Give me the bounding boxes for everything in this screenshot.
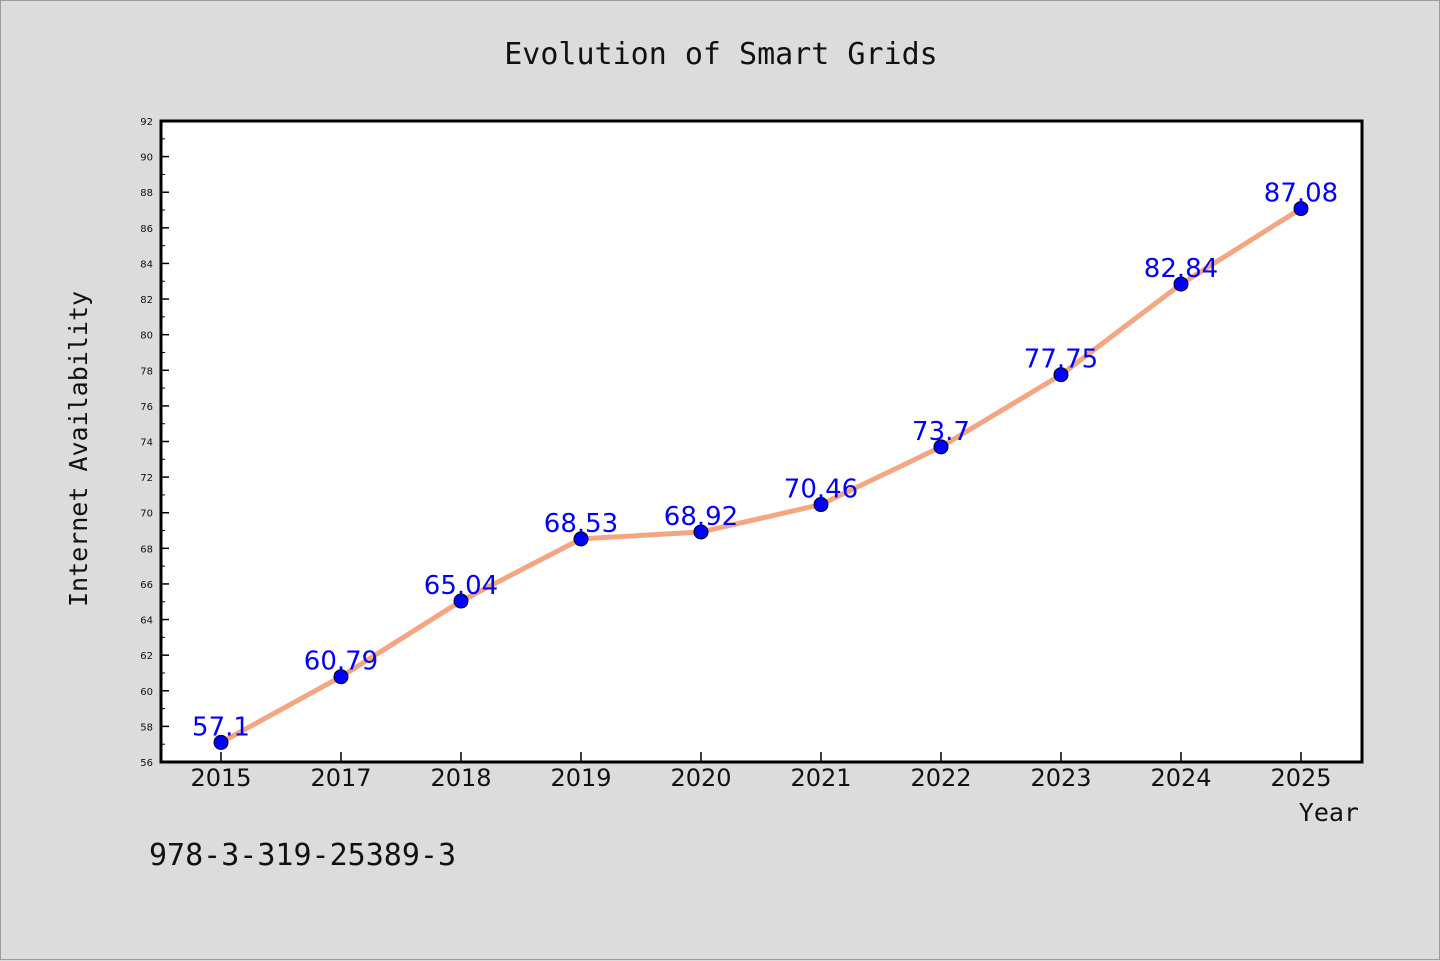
y-tick-label: 72 — [140, 473, 153, 484]
y-tick-label: 66 — [140, 580, 153, 591]
chart-title: Evolution of Smart Grids — [504, 37, 937, 72]
data-label: 73.7 — [912, 417, 970, 447]
y-tick-label: 62 — [140, 651, 153, 662]
y-tick-label: 68 — [140, 544, 153, 555]
data-labels-group: 57.1 60.79 65.04 68.53 68.92 70.46 73.7 77.75 82… — [192, 179, 1338, 743]
y-tick-label: 92 — [140, 117, 153, 128]
data-point — [1173, 276, 1189, 292]
isbn-annotation: 978-3-319-25389-3 — [149, 838, 456, 873]
x-tick-label: 2023 — [1030, 764, 1091, 792]
y-tick-label: 70 — [140, 509, 153, 520]
data-point — [813, 497, 829, 513]
data-label: 65.04 — [424, 571, 498, 601]
x-tick-label: 2020 — [670, 764, 731, 792]
y-tick-label: 90 — [140, 153, 153, 164]
data-point — [933, 439, 949, 455]
data-label: 70.46 — [784, 475, 858, 505]
y-tick-label: 80 — [140, 331, 153, 342]
y-tick-label: 56 — [140, 758, 153, 769]
y-tick-label: 60 — [140, 687, 153, 698]
x-tick-label: 2017 — [310, 764, 371, 792]
data-point — [333, 669, 349, 685]
x-tick-label: 2015 — [190, 764, 251, 792]
x-axis-label: Year — [1299, 798, 1359, 827]
series-group — [213, 201, 1309, 750]
data-label: 82.84 — [1144, 254, 1218, 284]
data-point — [693, 524, 709, 540]
y-tick-label: 78 — [140, 366, 153, 377]
data-label: 68.92 — [664, 502, 738, 532]
y-tick-label: 64 — [140, 616, 153, 627]
data-point — [573, 531, 589, 547]
y-tick-label: 76 — [140, 402, 153, 413]
y-tick-label: 82 — [140, 295, 153, 306]
x-tick-label: 2022 — [910, 764, 971, 792]
data-label: 60.79 — [304, 647, 378, 677]
data-point — [213, 734, 229, 750]
y-tick-label: 74 — [140, 438, 153, 449]
y-tick-label: 86 — [140, 224, 153, 235]
x-tick-label: 2024 — [1150, 764, 1211, 792]
y-tick-label: 58 — [140, 722, 153, 733]
data-label: 57.1 — [192, 712, 250, 742]
x-tick-label: 2025 — [1270, 764, 1331, 792]
x-tick-label: 2019 — [550, 764, 611, 792]
data-label: 87.08 — [1264, 179, 1338, 209]
y-axis-label: Internet Availability — [64, 291, 93, 607]
data-label: 77.75 — [1024, 345, 1098, 375]
y-tick-label: 88 — [140, 188, 153, 199]
y-tick-label: 84 — [140, 259, 153, 270]
data-point — [1053, 367, 1069, 383]
series-line — [218, 206, 1304, 745]
x-tick-label: 2018 — [430, 764, 491, 792]
y-axis: 56 58 60 62 64 66 68 70 72 74 76 78 80 82 84 86 88 90 92 — [140, 117, 169, 769]
data-point — [453, 593, 469, 609]
plot-area — [159, 119, 1364, 764]
data-point — [1293, 201, 1309, 217]
x-tick-label: 2021 — [790, 764, 851, 792]
data-label: 68.53 — [544, 509, 618, 539]
x-axis: 2015 2017 2018 2019 2020 2021 2022 2023 2024 2025 — [190, 752, 1332, 792]
